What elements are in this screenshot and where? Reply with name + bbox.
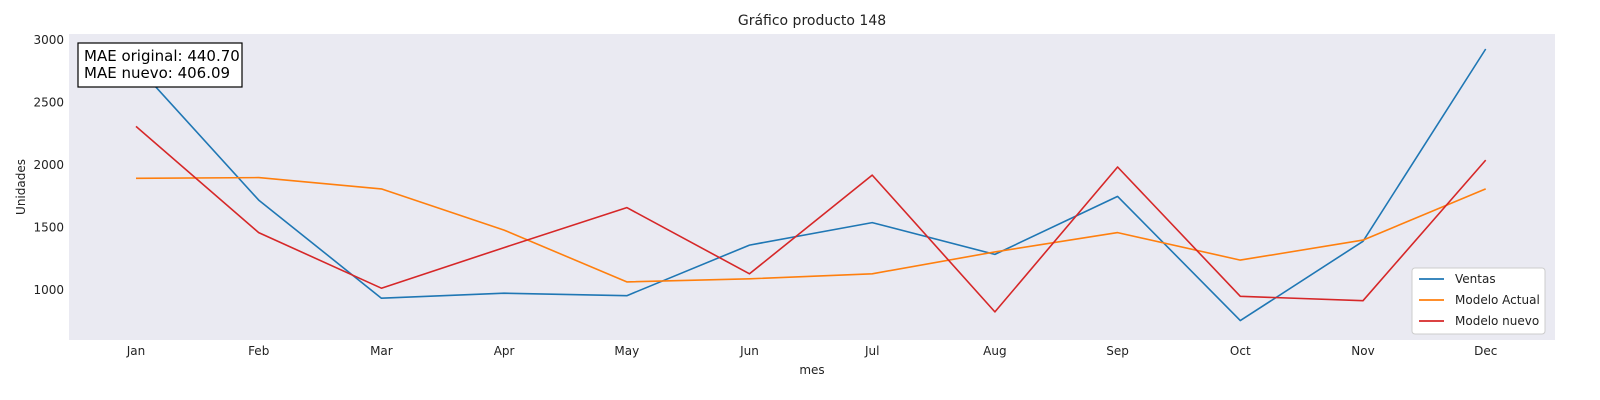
mae-original-text: MAE original: 440.70 (84, 47, 240, 65)
x-tick-label: Aug (983, 344, 1006, 358)
y-tick-label: 1500 (33, 221, 64, 235)
legend: Ventas Modelo Actual Modelo nuevo (1411, 267, 1546, 335)
legend-frame (1411, 267, 1546, 335)
series-lines (135, 48, 1487, 322)
x-tick-label: Sep (1106, 344, 1129, 358)
plot-area (69, 34, 1555, 340)
x-tick-label: Apr (494, 344, 515, 358)
y-tick-label: 3000 (33, 33, 64, 47)
legend-label: Modelo nuevo (1455, 314, 1539, 328)
series-line-ventas (135, 48, 1487, 322)
series-line-modelo-nuevo (135, 125, 1487, 313)
chart-title: Gráfico producto 148 (738, 13, 886, 29)
x-axis-ticks: Jan Feb Mar Apr May Jun Jul Aug Sep Oct Nov Dec (126, 344, 1498, 358)
mae-annotation-box: MAE original: 440.70 MAE nuevo: 406.09 (77, 42, 243, 88)
series-line-modelo-actual (135, 176, 1487, 283)
y-axis-label: Unidades (14, 159, 28, 215)
x-tick-label: Jan (126, 344, 146, 358)
y-tick-label: 2500 (33, 96, 64, 110)
x-tick-label: Jun (739, 344, 759, 358)
mae-nuevo-text: MAE nuevo: 406.09 (84, 64, 230, 82)
x-tick-label: Jul (864, 344, 879, 358)
legend-label: Modelo Actual (1455, 293, 1540, 307)
x-tick-label: Nov (1351, 344, 1374, 358)
y-tick-label: 1000 (33, 283, 64, 297)
x-tick-label: Oct (1230, 344, 1251, 358)
x-tick-label: Dec (1474, 344, 1497, 358)
x-tick-label: Mar (370, 344, 393, 358)
y-tick-label: 2000 (33, 158, 64, 172)
legend-label: Ventas (1455, 272, 1496, 286)
y-axis-ticks: 1000 1500 2000 2500 3000 (33, 33, 64, 297)
x-tick-label: Feb (248, 344, 269, 358)
x-tick-label: May (614, 344, 639, 358)
x-axis-label: mes (799, 363, 824, 377)
